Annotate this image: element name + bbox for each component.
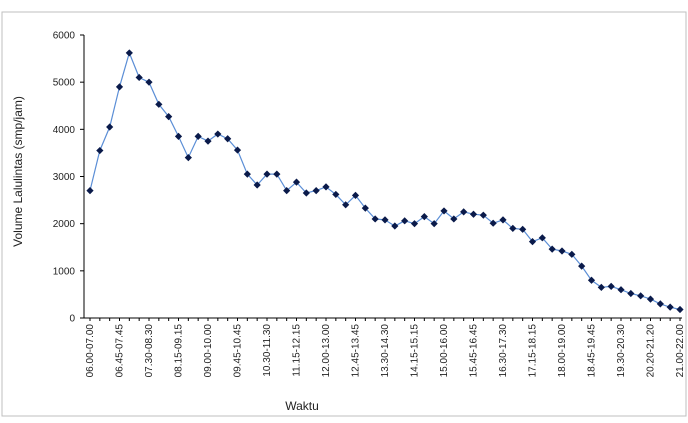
data-point: [86, 187, 94, 195]
y-tick-label: 3000: [53, 172, 76, 183]
data-point: [666, 303, 674, 311]
x-tick-label: 21.00-22.00: [675, 324, 686, 378]
data-point: [243, 170, 251, 178]
data-point: [617, 286, 625, 294]
data-point: [391, 222, 399, 230]
chart-border: [1, 11, 687, 417]
y-tick-label: 0: [69, 314, 75, 325]
data-point: [312, 187, 320, 195]
x-tick-label: 20.20-21.20: [646, 324, 657, 378]
data-point: [381, 216, 389, 224]
series-line: [89, 51, 681, 311]
data-point: [528, 237, 537, 246]
data-point: [224, 135, 232, 143]
data-point: [430, 220, 438, 228]
x-tick-label: 10.30-11.30: [262, 324, 273, 377]
data-point: [637, 292, 645, 300]
x-tick-label: 17.15-18.15: [528, 324, 539, 378]
data-point: [273, 170, 281, 178]
data-point: [519, 225, 527, 233]
data-point: [145, 78, 153, 86]
x-tick-label: 18.45-19.45: [587, 324, 598, 378]
y-tick-label: 5000: [53, 78, 76, 89]
x-tick-label: 12.00-13.00: [321, 324, 332, 378]
data-point: [607, 282, 615, 290]
data-point: [204, 137, 212, 145]
data-point: [115, 83, 124, 91]
data-point: [351, 191, 360, 199]
y-tick-label: 6000: [53, 31, 76, 42]
data-point: [401, 217, 409, 225]
data-point: [548, 245, 556, 253]
data-point: [509, 224, 517, 232]
data-point: [450, 215, 458, 223]
data-point: [194, 132, 202, 141]
data-point: [283, 187, 291, 195]
data-point: [135, 73, 143, 82]
data-point: [106, 123, 114, 131]
data-point: [479, 211, 487, 219]
data-point: [568, 250, 576, 258]
data-point: [332, 190, 340, 199]
x-tick-label: 15.00-16.00: [439, 324, 450, 378]
data-point: [125, 49, 133, 57]
y-tick-label: 4000: [53, 125, 76, 136]
data-point: [676, 305, 684, 314]
x-tick-label: 16.30-17.30: [498, 324, 509, 378]
data-point: [587, 276, 596, 284]
x-tick-label: 11.15-12.15: [292, 324, 303, 377]
data-point: [558, 247, 566, 255]
x-tick-label: 13.30-14.30: [380, 324, 391, 378]
data-point: [597, 283, 605, 291]
data-point: [96, 146, 104, 155]
data-point: [469, 210, 478, 218]
data-point: [627, 289, 635, 298]
data-point: [322, 183, 330, 191]
x-tick-label: 09.45-10.45: [233, 324, 244, 378]
data-point: [184, 154, 192, 162]
data-point: [253, 181, 261, 189]
data-point: [538, 234, 546, 242]
x-tick-label: 06.00-07.00: [85, 324, 96, 378]
y-tick-label: 2000: [53, 219, 76, 230]
data-point: [292, 178, 301, 186]
data-point: [371, 215, 379, 223]
data-point: [361, 204, 369, 212]
x-tick-label: 18.00-19.00: [557, 324, 568, 378]
y-tick-label: 1000: [53, 266, 76, 277]
data-point: [214, 130, 222, 138]
data-point: [578, 262, 586, 270]
series-points: [86, 49, 684, 314]
data-point: [155, 100, 163, 108]
x-tick-label: 06.45-07.45: [115, 324, 126, 378]
data-point: [440, 207, 448, 215]
x-tick-label: 19.30-20.30: [616, 324, 627, 378]
x-axis-title: Waktu: [285, 399, 319, 413]
data-point: [233, 146, 242, 154]
y-axis-title: Volume Lalulintas (smp/jam): [11, 96, 25, 247]
x-ticks: 06.00-07.00 06.45-07.45 07.30-08.30 08.15-0…: [85, 318, 686, 377]
data-point: [420, 212, 428, 221]
data-point: [489, 219, 497, 227]
x-tick-label: 09.00-10.00: [203, 324, 214, 378]
data-point: [174, 132, 183, 141]
x-tick-label: 08.15-09.15: [174, 324, 185, 378]
data-point: [410, 220, 419, 228]
x-tick-label: 07.30-08.30: [144, 324, 155, 378]
x-tick-label: 15.45-16.45: [469, 324, 480, 378]
data-point: [460, 208, 468, 216]
data-point: [165, 112, 173, 121]
data-point: [263, 170, 271, 178]
data-point: [499, 216, 507, 224]
x-tick-label: 12.45-13.45: [351, 324, 362, 378]
y-ticks: 0 1000 2000 3000 4000 5000 6000: [53, 31, 84, 325]
x-tick-label: 14.15-15.15: [410, 324, 421, 378]
data-point: [646, 295, 655, 303]
data-point: [342, 201, 350, 209]
data-point: [302, 189, 310, 197]
data-point: [656, 300, 664, 308]
